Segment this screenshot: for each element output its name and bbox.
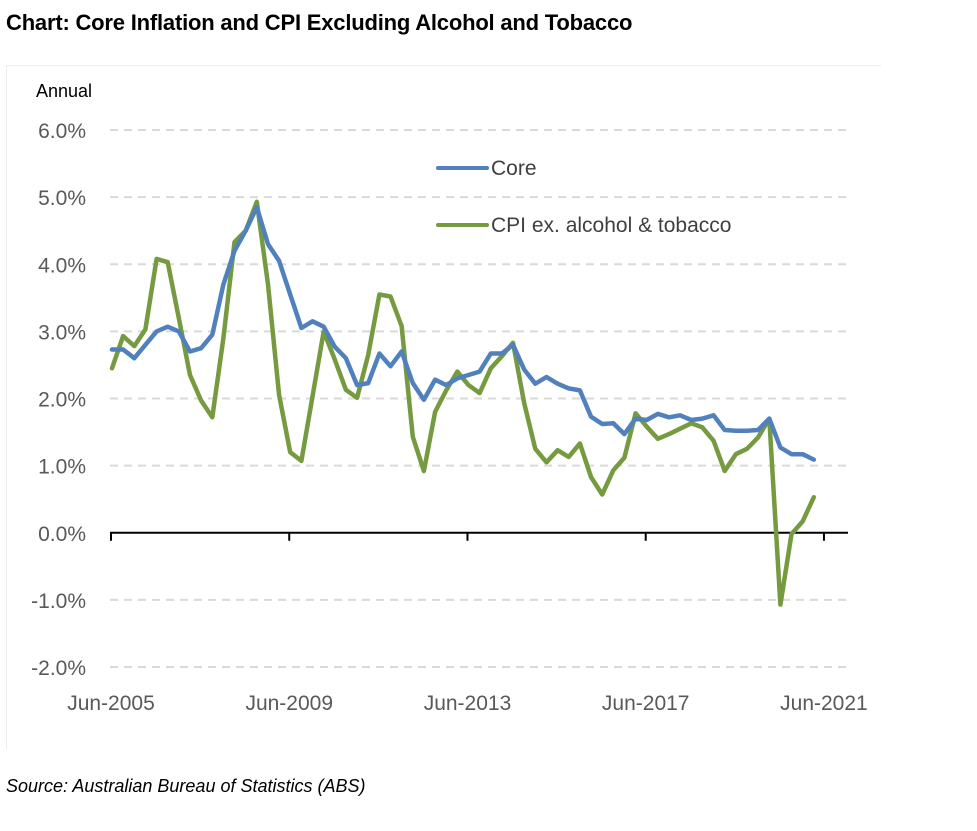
y-tick-label: 3.0% — [38, 321, 86, 344]
source-note: Source: Australian Bureau of Statistics … — [6, 776, 366, 796]
y-tick-label: 2.0% — [38, 389, 86, 412]
chart-title: Chart: Core Inflation and CPI Excluding … — [6, 10, 633, 35]
y-tick-label: 1.0% — [38, 456, 86, 479]
x-tick-label: Jun-2017 — [602, 692, 690, 715]
gridlines — [110, 129, 846, 668]
legend-label-cpi: CPI ex. alcohol & tobacco — [491, 214, 731, 237]
series-line-core — [109, 204, 817, 462]
x-tick-label: Jun-2013 — [424, 692, 512, 715]
x-tick-label: Jun-2005 — [67, 692, 155, 715]
y-tick-label: 4.0% — [38, 254, 86, 277]
y-axis-title: Annual — [36, 81, 92, 101]
legend-label-core: Core — [491, 157, 537, 180]
legend: Core CPI ex. alcohol & tobacco — [436, 157, 731, 237]
y-tick-label: 6.0% — [38, 120, 86, 143]
y-tick-label: 0.0% — [38, 523, 86, 546]
y-axis-ticks: -2.0% -1.0% 0.0% 1.0% 2.0% 3.0% 4.0% 5.0% 6.0% — [31, 120, 86, 680]
chart-frame — [6, 65, 881, 749]
y-tick-label: 5.0% — [38, 187, 86, 210]
x-tick-label: Jun-2009 — [245, 692, 333, 715]
series-line-cpi — [109, 199, 817, 607]
series-lines — [109, 199, 817, 607]
x-tick-label: Jun-2021 — [780, 692, 868, 715]
y-tick-label: -2.0% — [31, 657, 86, 680]
y-tick-label: -1.0% — [31, 590, 86, 613]
x-axis: Jun-2005 Jun-2009 Jun-2013 Jun-2017 Jun-2021 — [67, 531, 868, 715]
